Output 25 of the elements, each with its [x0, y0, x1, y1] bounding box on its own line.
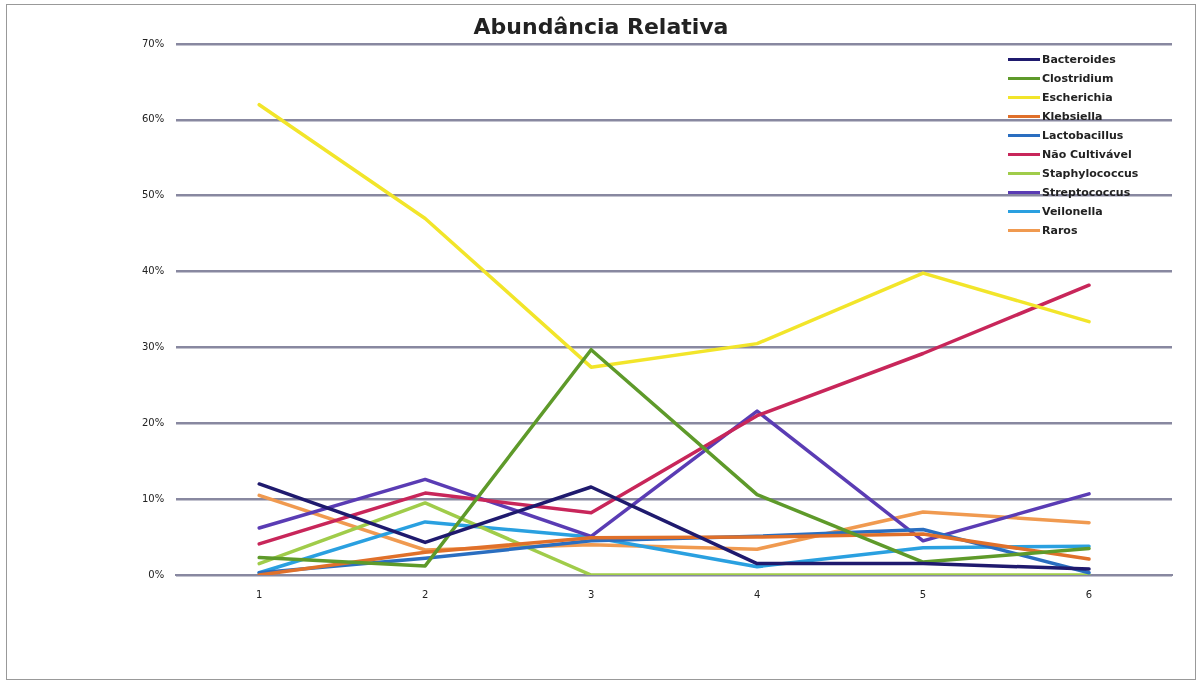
y-tick-label: 60% [141, 113, 165, 125]
x-tick-label: 4 [753, 588, 761, 600]
x-tick-label: 5 [919, 588, 927, 600]
y-tick-label: 30% [141, 341, 165, 353]
x-tick-label: 2 [421, 588, 429, 600]
legend-label: Não Cultivável [1042, 148, 1132, 161]
x-tick-label: 6 [1085, 588, 1093, 600]
legend-label: Klebsiella [1042, 110, 1103, 123]
y-tick-label: 50% [141, 189, 165, 201]
legend-label: Streptococcus [1042, 186, 1131, 199]
y-tick-label: 20% [141, 416, 165, 428]
legend-label: Lactobacillus [1042, 129, 1124, 142]
legend-label: Staphylococcus [1042, 167, 1139, 180]
legend-label: Raros [1042, 224, 1078, 237]
chart-title: Abundância Relativa [472, 14, 730, 39]
y-tick-label: 10% [141, 492, 165, 504]
legend-label: Veilonella [1042, 205, 1103, 218]
legend-label: Bacteroides [1042, 53, 1116, 66]
y-tick-label: 0% [148, 568, 165, 580]
x-tick-label: 1 [256, 588, 263, 600]
y-tick-label: 40% [141, 265, 165, 277]
y-tick-label: 70% [141, 37, 165, 49]
legend-label: Escherichia [1042, 91, 1113, 104]
x-tick-label: 3 [587, 588, 595, 600]
legend-label: Clostridium [1042, 72, 1114, 85]
